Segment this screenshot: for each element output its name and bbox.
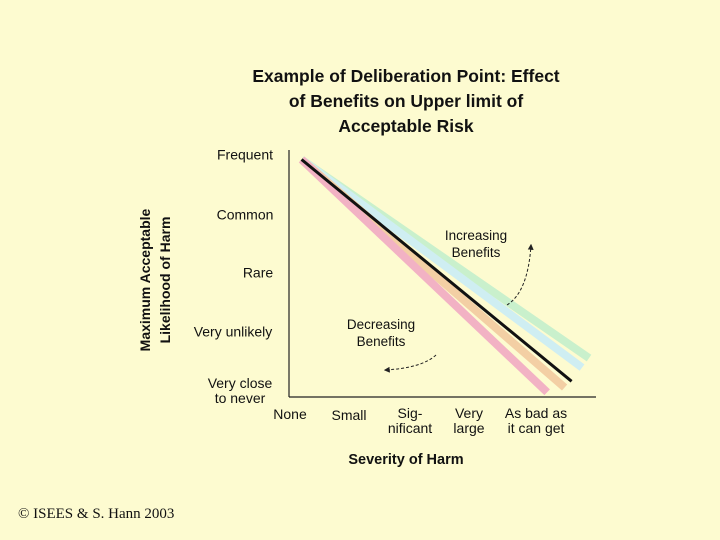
decreasing-benefits-arrow <box>383 354 437 373</box>
x-tick-label: None <box>273 406 307 422</box>
x-tick-label: Sig- nificant <box>387 405 433 436</box>
y-tick-label: Very close to never <box>207 375 273 406</box>
x-tick-label: Very large <box>453 405 485 436</box>
x-tick-label: Small <box>331 407 367 423</box>
y-tick-label: Frequent <box>216 146 274 163</box>
chart-title-line: Example of Deliberation Point: Effect <box>252 66 560 86</box>
y-tick-label: Rare <box>242 264 274 281</box>
benefit-series-band <box>299 156 585 371</box>
x-axis-label: Severity of Harm <box>348 452 464 468</box>
increasing-benefits-arrow <box>506 243 534 306</box>
chart-title-line: Acceptable Risk <box>338 116 474 136</box>
copyright-notice: © ISEES & S. Hann 2003 <box>18 506 175 522</box>
decreasing-benefits-annotation: Decreasing Benefits <box>346 317 416 349</box>
y-tick-label: Very unlikely <box>193 323 273 340</box>
increasing-benefits-annotation: Increasing Benefits <box>444 228 508 260</box>
chart-title: Example of Deliberation Point: Effect of… <box>206 64 606 139</box>
x-tick-label: As bad as it can get <box>504 405 568 436</box>
benefit-series-band <box>298 156 550 396</box>
baseline-series-line <box>300 158 573 383</box>
y-tick-label: Common <box>216 206 274 223</box>
chart-title-line: of Benefits on Upper limit of <box>288 91 524 111</box>
